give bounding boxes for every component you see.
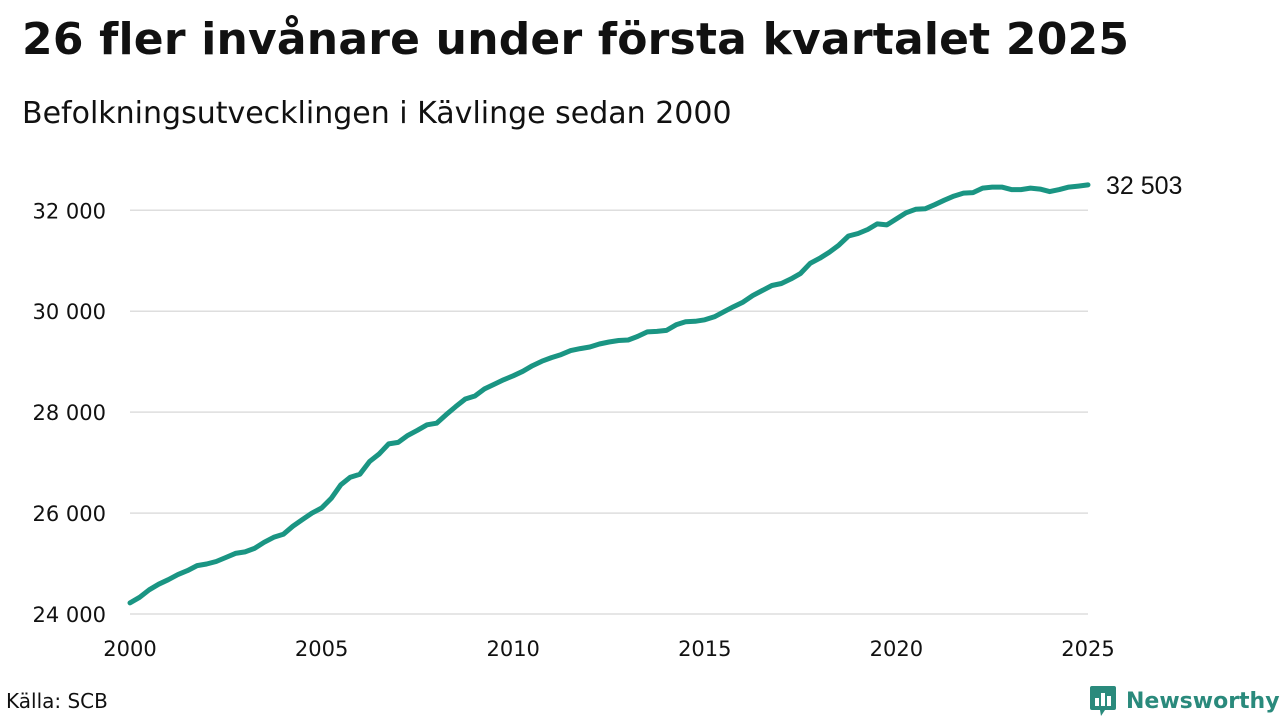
y-tick-label: 30 000 <box>33 300 106 324</box>
y-tick-label: 26 000 <box>33 502 106 526</box>
series-layer <box>127 182 1091 606</box>
x-axis-ticks: 2000 2005 2010 2015 2020 2025 <box>103 637 1114 661</box>
x-tick-label: 2020 <box>870 637 923 661</box>
y-axis-ticks: 24 000 26 000 28 000 30 000 32 000 <box>33 199 106 627</box>
x-tick-label: 2010 <box>486 637 539 661</box>
x-tick-label: 2005 <box>295 637 348 661</box>
source-note: Källa: SCB <box>6 689 108 713</box>
x-tick-label: 2025 <box>1061 637 1114 661</box>
end-value-label: 32 503 <box>1106 172 1182 200</box>
x-tick-label: 2015 <box>678 637 731 661</box>
label-layer: 32 503 <box>1106 172 1182 200</box>
series-line <box>127 182 1091 606</box>
y-tick-label: 24 000 <box>33 603 106 627</box>
gridlines <box>130 209 1088 615</box>
y-tick-label: 32 000 <box>33 199 106 223</box>
chart-subtitle: Befolkningsutvecklingen i Kävlinge sedan… <box>22 96 732 131</box>
brand-name: Newsworthy <box>1126 688 1280 714</box>
brand-logo: Newsworthy <box>1088 684 1280 718</box>
x-tick-label: 2000 <box>103 637 156 661</box>
y-tick-label: 28 000 <box>33 401 106 425</box>
chart-title: 26 fler invånare under första kvartalet … <box>22 14 1130 65</box>
chart-bubble-icon <box>1090 686 1116 716</box>
